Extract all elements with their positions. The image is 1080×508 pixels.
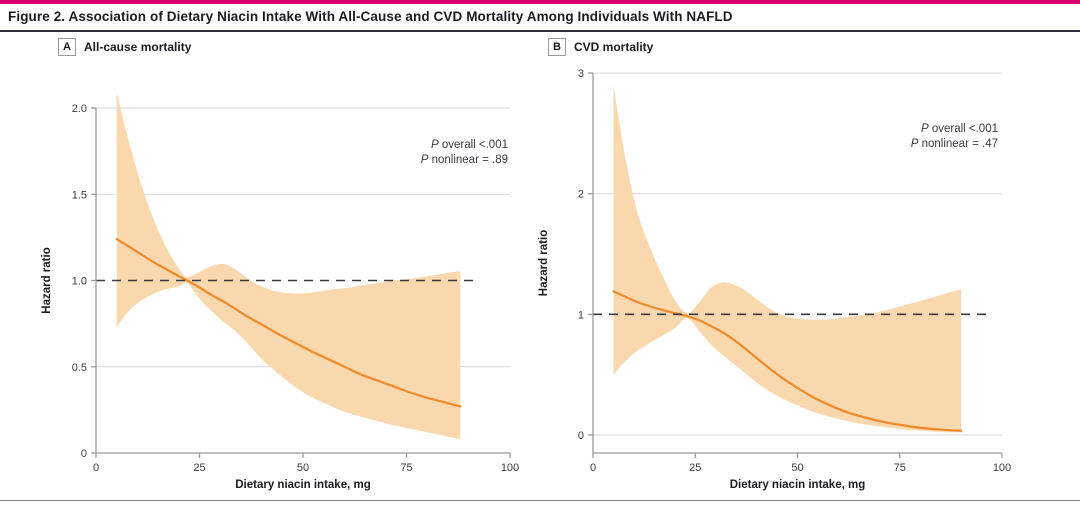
bottom-divider bbox=[0, 500, 1080, 501]
confidence-band bbox=[613, 85, 962, 433]
x-tick-label: 25 bbox=[689, 462, 701, 474]
y-tick-label: 3 bbox=[578, 68, 584, 80]
p-value-annotation: P overall <.001 bbox=[921, 123, 998, 135]
x-tick-label: 100 bbox=[501, 462, 519, 474]
x-tick-label: 0 bbox=[590, 462, 596, 474]
x-tick-label: 75 bbox=[894, 462, 906, 474]
y-tick-label: 0 bbox=[81, 448, 87, 460]
panel-a-label: All-cause mortality bbox=[84, 40, 192, 54]
x-tick-label: 100 bbox=[993, 462, 1011, 474]
hazard-ratio-curve bbox=[115, 238, 462, 408]
x-tick-label: 0 bbox=[93, 462, 99, 474]
y-tick-label: 1.5 bbox=[72, 189, 87, 201]
x-tick-label: 50 bbox=[791, 462, 803, 474]
panel-b-tag: B bbox=[548, 38, 566, 56]
p-value-annotation: P nonlinear = .89 bbox=[421, 154, 508, 166]
chart-cvd-mortality: 0 1 2 3 0 25 50 75 100 Dietary niacin intake, mg H… bbox=[538, 68, 1011, 491]
y-axis-title: Hazard ratio bbox=[41, 247, 53, 313]
y-tick-label: 0 bbox=[578, 430, 584, 442]
y-tick-label: 1 bbox=[578, 309, 584, 321]
x-tick-label: 25 bbox=[193, 462, 205, 474]
y-tick-label: 0.5 bbox=[72, 362, 87, 374]
panel-b-label: CVD mortality bbox=[574, 40, 654, 54]
x-tick-label: 75 bbox=[400, 462, 412, 474]
panel-a-tag: A bbox=[58, 38, 76, 56]
y-tick-label: 2.0 bbox=[72, 103, 87, 115]
panel-a-header: A All-cause mortality bbox=[58, 38, 191, 56]
figure-title: Figure 2. Association of Dietary Niacin … bbox=[8, 9, 733, 24]
p-value-annotation: P nonlinear = .47 bbox=[911, 138, 998, 150]
x-tick-label: 50 bbox=[297, 462, 309, 474]
x-axis-title: Dietary niacin intake, mg bbox=[730, 479, 866, 491]
p-value-annotation: P overall <.001 bbox=[431, 139, 508, 151]
y-tick-label: 1.0 bbox=[72, 276, 87, 288]
confidence-band bbox=[116, 92, 461, 440]
chart-all-cause-mortality: 0 0.5 1.0 1.5 2.0 0 25 50 75 100 Dietary niacin in… bbox=[41, 92, 519, 491]
x-axis-title: Dietary niacin intake, mg bbox=[235, 479, 371, 491]
panel-b-header: B CVD mortality bbox=[548, 38, 653, 56]
title-divider bbox=[0, 30, 1080, 32]
y-tick-label: 2 bbox=[578, 189, 584, 201]
y-axis-title: Hazard ratio bbox=[538, 230, 550, 296]
hazard-ratio-curve bbox=[612, 290, 963, 432]
accent-bar bbox=[0, 0, 1080, 4]
